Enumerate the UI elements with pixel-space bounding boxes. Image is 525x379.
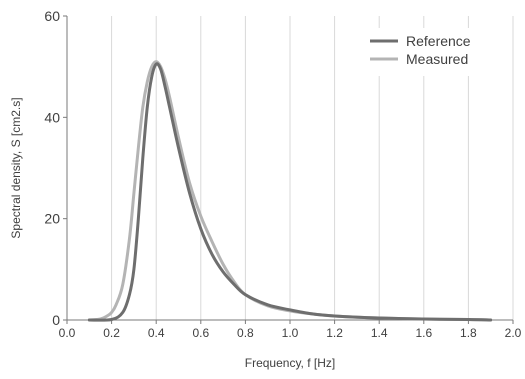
x-tick-label: 1.4 — [371, 326, 388, 340]
series-line-reference — [87, 62, 493, 322]
legend-label-reference: Reference — [406, 33, 471, 49]
y-tick-label: 20 — [44, 211, 60, 227]
y-tick-label: 0 — [52, 312, 60, 328]
y-tick-label: 60 — [44, 8, 60, 24]
legend-label-measured: Measured — [406, 51, 468, 67]
x-tick-label: 2.0 — [505, 326, 522, 340]
x-tick-label: 0.6 — [192, 326, 209, 340]
x-tick-label: 0.0 — [59, 326, 76, 340]
tick-labels: 0.0 0.2 0.4 0.6 0.8 1.0 1.2 1.4 1.6 1.8 2.0 0 20 40 60 — [44, 8, 521, 340]
x-tick-label: 1.8 — [460, 326, 477, 340]
x-tick-label: 1.2 — [326, 326, 343, 340]
x-tick-label: 0.4 — [148, 326, 165, 340]
legend: Reference Measured — [358, 28, 488, 76]
series-lines — [87, 60, 493, 322]
legend-background — [358, 28, 488, 76]
y-axis-label: Spectral density, S [cm2.s] — [9, 97, 23, 238]
x-tick-label: 0.8 — [237, 326, 254, 340]
x-tick-label: 1.6 — [415, 326, 432, 340]
x-tick-label: 0.2 — [103, 326, 120, 340]
x-tick-label: 1.0 — [282, 326, 299, 340]
x-axis-label: Frequency, f [Hz] — [245, 356, 335, 370]
y-tick-label: 40 — [44, 109, 60, 125]
